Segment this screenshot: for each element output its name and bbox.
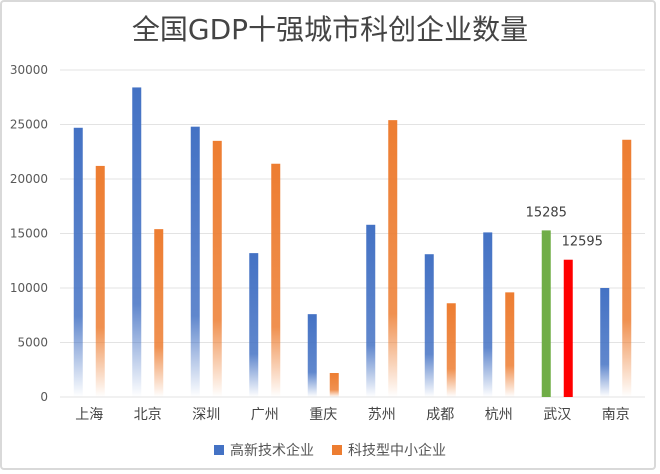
x-tick-label: 广州	[251, 407, 279, 423]
bar-high-tech	[366, 224, 376, 397]
bar-high-tech	[73, 127, 83, 398]
x-tick-label: 北京	[134, 407, 162, 423]
y-axis: 0 5000 10000 15000 20000 25000 30000	[10, 63, 48, 404]
bar-high-tech	[600, 288, 610, 397]
legend-label-high-tech: 高新技术企业	[230, 443, 314, 459]
legend-swatch-sme	[332, 445, 342, 455]
x-tick-label: 成都	[426, 407, 454, 423]
legend-swatch-high-tech	[214, 445, 224, 455]
bar-sme	[95, 165, 105, 397]
bar-high-tech	[424, 254, 434, 397]
data-labels: 15285 12595	[526, 205, 603, 249]
bar-high-tech	[132, 87, 142, 397]
bar-sme	[388, 120, 398, 397]
legend: 高新技术企业 科技型中小企业	[0, 440, 660, 460]
data-label: 15285	[526, 205, 567, 220]
y-tick-label: 30000	[10, 63, 48, 77]
bar-sme	[212, 140, 222, 397]
legend-label-sme: 科技型中小企业	[348, 443, 446, 459]
x-tick-label: 重庆	[309, 407, 337, 423]
bar-high-tech	[307, 314, 317, 397]
x-tick-label: 深圳	[192, 407, 220, 423]
gridlines	[60, 69, 645, 398]
bar-sme	[446, 303, 456, 397]
legend-item-sme: 科技型中小企业	[332, 440, 446, 460]
data-label: 12595	[562, 235, 603, 250]
bars	[73, 87, 632, 398]
y-tick-label: 5000	[17, 336, 48, 350]
x-tick-label: 南京	[602, 407, 630, 423]
bar-sme	[622, 139, 632, 397]
x-tick-label: 苏州	[368, 407, 396, 423]
bar-high-tech	[483, 232, 493, 397]
x-tick-label: 武汉	[543, 407, 571, 423]
x-axis: 上海 北京 深圳 广州 重庆 苏州 成都 杭州 武汉 南京	[75, 407, 630, 423]
bar-sme	[329, 373, 339, 397]
legend-item-high-tech: 高新技术企业	[214, 440, 314, 460]
bar-high-tech	[190, 126, 200, 398]
bar-sme	[271, 163, 281, 397]
y-tick-label: 0	[40, 390, 48, 404]
bar-high-tech	[249, 253, 259, 397]
bar-sme	[563, 259, 573, 397]
bar-sme	[154, 229, 164, 397]
y-tick-label: 20000	[10, 172, 48, 186]
y-tick-label: 15000	[10, 227, 48, 241]
y-tick-label: 10000	[10, 281, 48, 295]
y-tick-label: 25000	[10, 118, 48, 132]
bar-sme	[505, 292, 515, 397]
chart-title: 全国GDP十强城市科创企业数量	[131, 13, 529, 46]
bar-high-tech	[541, 230, 551, 397]
x-tick-label: 杭州	[485, 407, 513, 423]
x-tick-label: 上海	[75, 407, 103, 423]
